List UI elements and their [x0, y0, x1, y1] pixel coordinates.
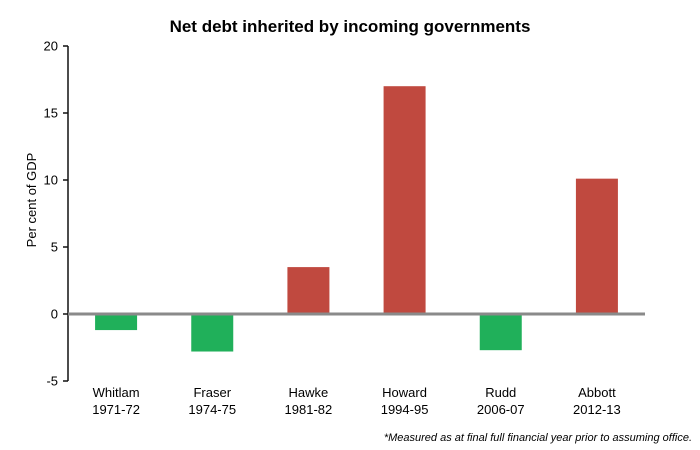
- bar-howard: [383, 86, 426, 314]
- category-name-label: Howard: [382, 385, 427, 400]
- x-axis-labels: Whitlam 1971-72 Fraser 1974-75 Hawke 1981-82 H…: [92, 385, 621, 417]
- y-axis: -5 0 5 10 15 20: [44, 39, 68, 389]
- y-tick-label: 5: [51, 240, 58, 255]
- footnote: *Measured as at final full financial yea…: [384, 432, 692, 444]
- bar-whitlam: [95, 314, 138, 331]
- category-name-label: Rudd: [485, 385, 516, 400]
- bar-rudd: [479, 314, 522, 351]
- category-name-label: Hawke: [289, 385, 329, 400]
- y-tick-label: 15: [44, 106, 58, 121]
- category-name-label: Abbott: [578, 385, 616, 400]
- bar-fraser: [191, 314, 234, 352]
- category-period-label: 2006-07: [477, 402, 525, 417]
- category-period-label: 1994-95: [381, 402, 429, 417]
- bar-hawke: [287, 267, 330, 314]
- y-axis-label: Per cent of GDP: [24, 153, 39, 248]
- category-period-label: 1974-75: [188, 402, 236, 417]
- y-tick-label: -5: [46, 374, 58, 389]
- category-period-label: 1981-82: [285, 402, 333, 417]
- category-name-label: Whitlam: [93, 385, 140, 400]
- chart-title: Net debt inherited by incoming governmen…: [170, 17, 531, 36]
- y-tick-label: 0: [51, 307, 58, 322]
- category-period-label: 2012-13: [573, 402, 621, 417]
- category-period-label: 1971-72: [92, 402, 140, 417]
- bars: [95, 86, 618, 352]
- bar-abbott: [575, 178, 618, 314]
- category-name-label: Fraser: [193, 385, 231, 400]
- y-tick-label: 20: [44, 39, 58, 54]
- y-tick-label: 10: [44, 173, 58, 188]
